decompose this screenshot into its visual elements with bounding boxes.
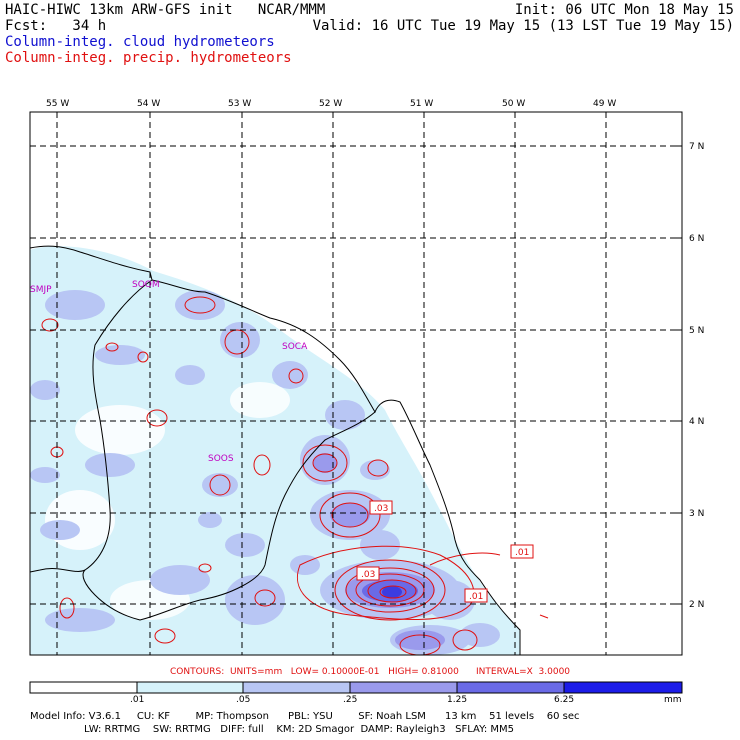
contour-label: .03	[374, 504, 388, 514]
lon-label: 52 W	[319, 99, 342, 109]
station-label: SOCA	[282, 342, 308, 352]
contours-info: CONTOURS: UNITS=mm LOW= 0.10000E-01 HIGH…	[169, 667, 571, 677]
lat-label: 6 N	[689, 234, 704, 244]
contour-label: .01	[515, 548, 529, 558]
lat-label: 3 N	[689, 509, 704, 519]
lat-label: 5 N	[689, 326, 704, 336]
contour-label: .03	[361, 570, 375, 580]
plot-title: HAIC-HIWC 13km ARW-GFS init NCAR/MMM	[5, 2, 326, 18]
lon-label: 55 W	[46, 99, 69, 109]
lon-label: 54 W	[137, 99, 160, 109]
graticule	[30, 112, 682, 655]
lon-label: 50 W	[502, 99, 525, 109]
lat-label: 7 N	[689, 142, 704, 152]
cloud-shading	[30, 246, 520, 655]
frame-ticks	[56, 112, 682, 605]
colorbar-units: mm	[664, 695, 682, 705]
init-time: Init: 06 UTC Mon 18 May 15	[514, 2, 734, 18]
colorbar	[29, 681, 683, 694]
plot-frame	[29, 111, 683, 656]
precip-contours	[41, 296, 549, 655]
valid-time: Valid: 16 UTC Tue 19 May 15 (13 LST Tue …	[312, 18, 734, 34]
contour-labels: .03 .01 .03 .01	[356, 500, 534, 603]
lon-label: 49 W	[593, 99, 616, 109]
station-label: SOOM	[132, 280, 160, 290]
colorbar-label: 1.25	[447, 695, 468, 705]
colorbar-label: .25	[343, 695, 358, 705]
field-cloud-label: Column-integ. cloud hydrometeors	[5, 34, 275, 50]
colorbar-label: 6.25	[554, 695, 575, 705]
station-label: SOOS	[208, 454, 234, 464]
lat-label: 4 N	[689, 417, 704, 427]
contour-label: .01	[469, 592, 483, 602]
forecast-hour: Fcst: 34 h	[5, 18, 107, 34]
lon-label: 51 W	[410, 99, 433, 109]
field-precip-label: Column-integ. precip. hydrometeors	[5, 50, 292, 66]
colorbar-label: .05	[236, 695, 251, 705]
model-info-line1: Model Info: V3.6.1 CU: KF MP: Thompson P…	[30, 711, 580, 722]
lat-label: 2 N	[689, 600, 704, 610]
model-info-line2: LW: RRTMG SW: RRTMG DIFF: full KM: 2D Sm…	[30, 724, 515, 735]
colorbar-label: .01	[130, 695, 145, 705]
lon-label: 53 W	[228, 99, 251, 109]
station-label: SMJP	[30, 285, 52, 295]
coastline	[29, 245, 521, 655]
